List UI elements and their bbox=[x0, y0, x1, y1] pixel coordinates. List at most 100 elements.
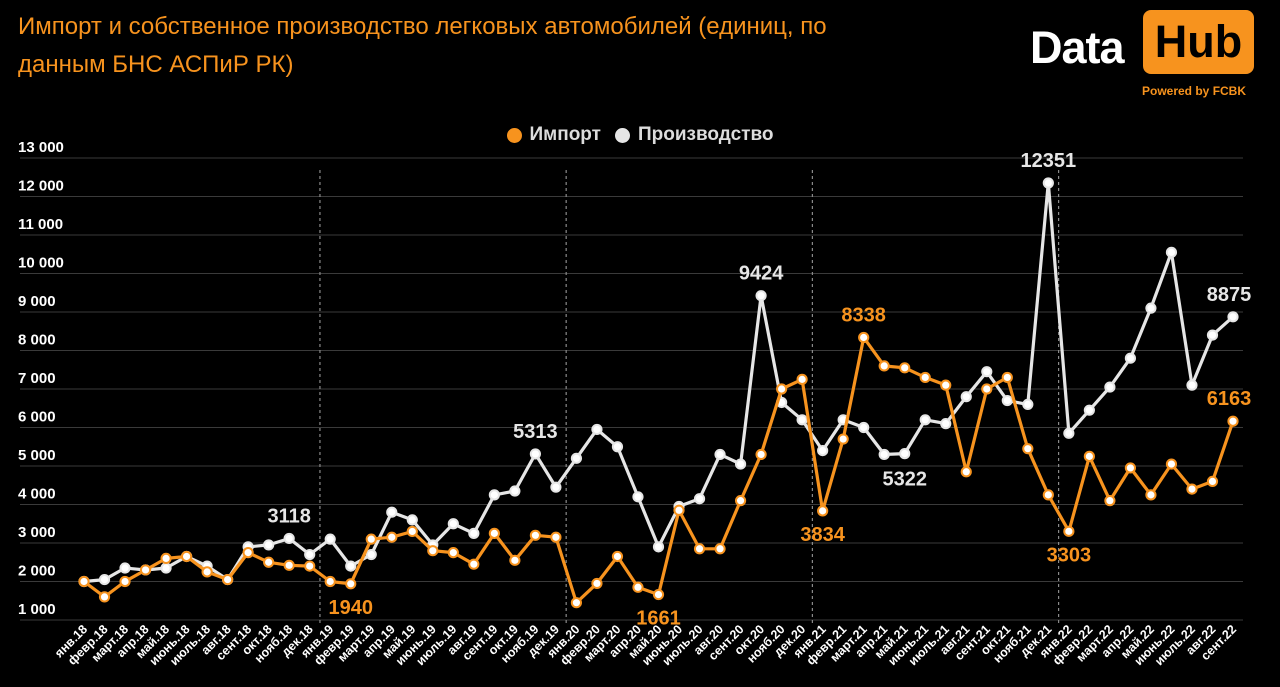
data-point-production bbox=[755, 290, 767, 302]
data-point-import bbox=[652, 588, 665, 601]
data-point-production bbox=[406, 514, 418, 526]
data-point-production bbox=[734, 458, 747, 470]
data-label-import: 1940 bbox=[328, 597, 373, 619]
data-point-production bbox=[652, 541, 665, 553]
y-tick-label: 13 000 bbox=[18, 139, 64, 156]
y-tick-label: 6 000 bbox=[18, 409, 56, 426]
data-point-import bbox=[263, 556, 275, 568]
data-point-import bbox=[550, 531, 562, 543]
y-tick-label: 12 000 bbox=[18, 178, 64, 195]
data-point-production bbox=[386, 506, 398, 518]
data-point-import bbox=[1124, 462, 1137, 474]
data-point-import bbox=[242, 547, 254, 559]
data-point-import bbox=[919, 371, 931, 384]
data-point-import bbox=[693, 543, 706, 555]
data-point-import bbox=[119, 575, 131, 588]
data-point-import bbox=[1022, 443, 1034, 455]
y-tick-label: 5 000 bbox=[18, 447, 56, 464]
data-point-production bbox=[365, 548, 377, 561]
data-point-production bbox=[160, 562, 172, 574]
data-label-production: 12351 bbox=[1021, 150, 1077, 172]
data-point-import bbox=[160, 552, 172, 565]
data-point-import bbox=[468, 558, 480, 570]
data-point-production bbox=[1083, 404, 1095, 416]
data-point-production bbox=[1165, 246, 1178, 258]
data-point-import bbox=[447, 547, 459, 559]
data-point-import bbox=[714, 543, 726, 555]
chart-legend: Импорт Производство bbox=[0, 124, 1280, 146]
data-point-import bbox=[222, 573, 234, 586]
data-point-production bbox=[447, 518, 459, 530]
data-point-production bbox=[1227, 311, 1239, 323]
data-point-import bbox=[776, 383, 788, 395]
data-point-production bbox=[858, 421, 870, 434]
data-point-production bbox=[878, 448, 890, 461]
logo-powered-by: Powered by FCBK bbox=[1142, 84, 1247, 98]
data-point-import bbox=[201, 566, 213, 578]
data-point-import bbox=[837, 433, 849, 445]
legend-dot-import bbox=[506, 127, 522, 143]
data-point-production bbox=[1124, 352, 1137, 364]
y-tick-label: 2 000 bbox=[18, 563, 56, 580]
data-point-production bbox=[1022, 398, 1034, 410]
data-point-import bbox=[611, 550, 624, 563]
y-tick-label: 7 000 bbox=[18, 370, 56, 387]
data-point-production bbox=[509, 485, 521, 497]
data-point-production bbox=[324, 533, 336, 545]
data-label-production: 3118 bbox=[267, 505, 310, 527]
data-point-import bbox=[427, 545, 439, 557]
data-label-production: 9424 bbox=[739, 263, 784, 285]
data-point-production bbox=[119, 562, 131, 574]
data-point-production bbox=[981, 366, 993, 378]
y-tick-label: 4 000 bbox=[18, 486, 56, 503]
data-point-production bbox=[283, 532, 295, 545]
y-tick-label: 9 000 bbox=[18, 293, 56, 310]
legend-label-production: Производство bbox=[637, 124, 774, 145]
data-point-production bbox=[1001, 394, 1013, 407]
legend-label-import: Импорт bbox=[529, 124, 601, 145]
data-point-import bbox=[1165, 458, 1178, 470]
logo-data-text: Data bbox=[1030, 22, 1125, 73]
data-point-import bbox=[632, 581, 644, 593]
data-point-production bbox=[796, 414, 808, 426]
data-point-production bbox=[899, 448, 911, 460]
data-point-import bbox=[591, 577, 603, 590]
legend-item-production: Производство bbox=[614, 124, 774, 146]
legend-dot-production bbox=[614, 127, 630, 143]
data-point-import bbox=[940, 379, 952, 391]
data-point-import bbox=[960, 466, 972, 478]
y-tick-label: 8 000 bbox=[18, 332, 56, 349]
y-tick-label: 11 000 bbox=[18, 216, 63, 233]
data-point-production bbox=[304, 548, 316, 561]
data-point-import bbox=[817, 505, 829, 517]
data-point-production bbox=[263, 539, 275, 551]
data-point-production bbox=[345, 560, 357, 572]
data-point-import bbox=[1042, 489, 1054, 501]
datahub-logo: Data Hub Powered by FCBK bbox=[1030, 8, 1255, 100]
data-point-import bbox=[878, 360, 890, 372]
data-point-production bbox=[468, 527, 480, 539]
data-label-production: 5322 bbox=[882, 469, 927, 491]
data-point-import bbox=[734, 495, 747, 507]
data-point-import bbox=[981, 383, 993, 395]
data-point-import bbox=[673, 504, 685, 516]
data-point-import bbox=[98, 591, 111, 603]
data-point-import bbox=[78, 575, 90, 588]
y-tick-label: 3 000 bbox=[18, 524, 56, 541]
data-point-import bbox=[1001, 371, 1013, 384]
data-point-import bbox=[139, 564, 152, 576]
data-label-import: 6163 bbox=[1207, 388, 1252, 410]
data-point-import bbox=[304, 560, 316, 572]
data-label-production: 5313 bbox=[513, 421, 558, 443]
data-point-production bbox=[960, 391, 972, 403]
data-point-import bbox=[1063, 525, 1075, 537]
data-point-import bbox=[365, 533, 377, 545]
data-point-import bbox=[386, 531, 398, 543]
legend-item-import: Импорт bbox=[506, 124, 601, 146]
data-point-production bbox=[488, 489, 500, 501]
chart-title: Импорт и собственное производство легков… bbox=[18, 13, 827, 78]
data-point-production bbox=[693, 493, 706, 505]
data-point-import bbox=[1104, 495, 1116, 507]
data-point-production bbox=[1186, 379, 1198, 391]
